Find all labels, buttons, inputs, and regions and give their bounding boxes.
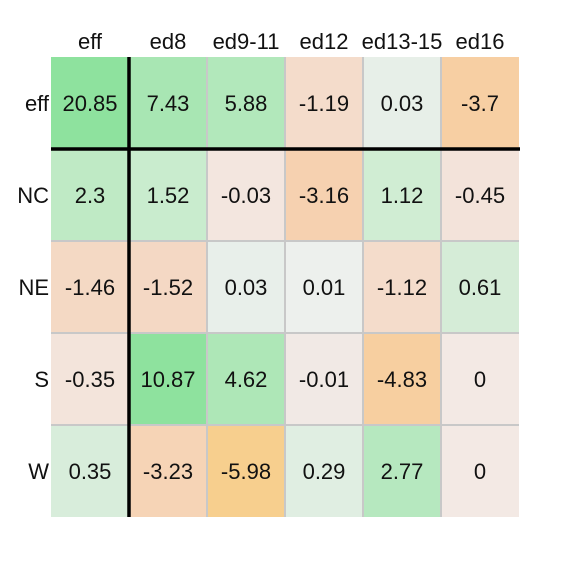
cell-value-label: -3.23 — [143, 459, 193, 484]
heatmap-cell — [129, 333, 207, 425]
cell-value-label: 0.35 — [69, 459, 112, 484]
heatmap-cell — [363, 57, 441, 149]
heatmap-cell — [129, 425, 207, 517]
heatmap-cell — [207, 241, 285, 333]
heatmap-cell — [51, 149, 129, 241]
cell-value-label: 1.12 — [381, 183, 424, 208]
cell-value-label: 0.03 — [381, 91, 424, 116]
heatmap-cell — [441, 333, 519, 425]
heatmap-cell — [285, 57, 363, 149]
column-label: ed9-11 — [213, 29, 280, 54]
cell-value-label: 5.88 — [225, 91, 268, 116]
column-label: ed16 — [456, 29, 505, 54]
cell-value-label: 10.87 — [140, 367, 195, 392]
cell-value-label: 2.3 — [75, 183, 106, 208]
heatmap-cell — [441, 241, 519, 333]
cell-value-label: -0.35 — [65, 367, 115, 392]
column-label: eff — [78, 29, 103, 54]
cell-value-label: 0.01 — [303, 275, 346, 300]
heatmap-cell — [363, 241, 441, 333]
cell-value-label: 0.03 — [225, 275, 268, 300]
row-labels: eff NC NE S W — [17, 91, 50, 484]
cell-value-label: 1.52 — [147, 183, 190, 208]
row-label: eff — [25, 91, 50, 116]
heatmap-cell — [207, 425, 285, 517]
cell-value-labels: 20.85 7.43 5.88 -1.19 0.03 -3.7 2.3 1.52 -0.03 -3… — [62, 91, 505, 484]
header-separators — [51, 57, 520, 517]
cell-value-label: 0.29 — [303, 459, 346, 484]
cell-value-label: -4.83 — [377, 367, 427, 392]
heatmap-cell — [285, 149, 363, 241]
cell-value-label: -1.12 — [377, 275, 427, 300]
cell-value-label: -0.01 — [299, 367, 349, 392]
heatmap-cell — [363, 425, 441, 517]
row-label: NC — [17, 183, 49, 208]
heatmap-cell — [363, 333, 441, 425]
cell-value-label: -3.7 — [461, 91, 499, 116]
cell-value-label: 4.62 — [225, 367, 268, 392]
heatmap-cell — [285, 425, 363, 517]
cell-value-label: 7.43 — [147, 91, 190, 116]
heatmap-cell — [441, 149, 519, 241]
heatmap-cells — [51, 57, 519, 517]
heatmap-cell — [51, 333, 129, 425]
cell-value-label: 20.85 — [62, 91, 117, 116]
cell-value-label: 2.77 — [381, 459, 424, 484]
column-label: ed12 — [300, 29, 349, 54]
column-label: ed13-15 — [362, 29, 443, 54]
heatmap-cell — [363, 149, 441, 241]
heatmap-cell — [51, 241, 129, 333]
heatmap-cell — [129, 149, 207, 241]
heatmap-cell — [129, 57, 207, 149]
heatmap-cell — [285, 241, 363, 333]
cell-value-label: -3.16 — [299, 183, 349, 208]
row-label: S — [34, 367, 49, 392]
cell-value-label: -1.19 — [299, 91, 349, 116]
row-label: NE — [18, 275, 49, 300]
cell-value-label: -5.98 — [221, 459, 271, 484]
cell-value-label: -0.03 — [221, 183, 271, 208]
heatmap-cell — [51, 57, 129, 149]
cell-value-label: -1.46 — [65, 275, 115, 300]
row-label: W — [28, 459, 49, 484]
heatmap-cell — [441, 57, 519, 149]
cell-value-label: -1.52 — [143, 275, 193, 300]
column-labels: eff ed8 ed9-11 ed12 ed13-15 ed16 — [78, 29, 505, 54]
heatmap-cell — [207, 333, 285, 425]
cell-value-label: 0 — [474, 367, 486, 392]
cell-value-label: 0.61 — [459, 275, 502, 300]
cell-value-label: 0 — [474, 459, 486, 484]
column-label: ed8 — [150, 29, 187, 54]
heatmap-cell — [441, 425, 519, 517]
heatmap-cell — [129, 241, 207, 333]
heatmap-cell — [51, 425, 129, 517]
heatmap-cell — [285, 333, 363, 425]
cell-value-label: -0.45 — [455, 183, 505, 208]
heatmap-cell — [207, 149, 285, 241]
heatmap-cell — [207, 57, 285, 149]
